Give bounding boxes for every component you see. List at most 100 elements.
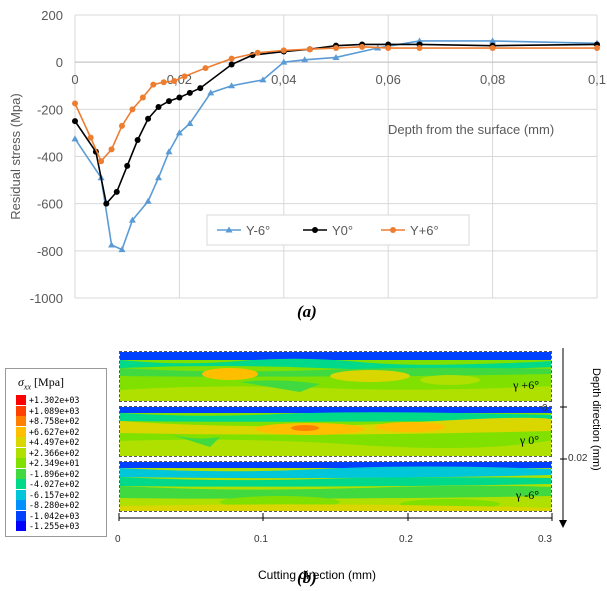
series-point-2 <box>416 45 423 52</box>
colorbar-value: -1.896e+02 <box>29 468 80 479</box>
series-point-2 <box>160 79 167 86</box>
colorbar-value: +2.349e+01 <box>29 458 80 468</box>
series-point-0 <box>144 197 152 204</box>
colorbar-entry: -1.255e+03 <box>16 521 79 531</box>
series-point-2 <box>202 65 209 72</box>
caption-a: (a) <box>297 302 317 321</box>
colorbar-value: +8.758e+02 <box>29 416 80 426</box>
series-point-2 <box>108 146 115 153</box>
series-point-1 <box>72 118 78 125</box>
y-axis-label: Residual stress (Mpa) <box>8 93 23 219</box>
series-point-0 <box>259 76 267 83</box>
series-point-1 <box>145 115 152 122</box>
cutting-tick-0.1: 0.1 <box>254 534 268 545</box>
series-point-0 <box>207 89 215 96</box>
contour-map-0 <box>120 407 551 456</box>
cutting-tick-0.3: 0.3 <box>538 534 552 545</box>
series-point-1 <box>134 136 141 143</box>
series-point-0 <box>155 174 163 181</box>
series-point-2 <box>254 49 261 56</box>
series-point-0 <box>332 53 340 60</box>
colorbar-swatch <box>16 458 26 468</box>
colorbar-entry: +6.627e+02 <box>16 426 79 437</box>
series-point-1 <box>228 61 235 68</box>
y-tick-label: -800 <box>37 244 63 259</box>
colorbar-entry: +8.758e+02 <box>16 416 79 426</box>
colorbar-value: -4.027e+02 <box>29 479 80 489</box>
series-point-2 <box>87 134 94 141</box>
series-point-2 <box>228 55 235 62</box>
legend-label: Υ-6° <box>246 223 270 238</box>
series-point-2 <box>280 47 287 54</box>
legend-label: Υ0° <box>332 223 353 238</box>
x-tick-label: 0 <box>71 72 78 87</box>
depth-direction-label: Depth direction (mm) <box>590 368 602 471</box>
colorbar-entry: -4.027e+02 <box>16 479 79 489</box>
colorbar-value: +1.302e+03 <box>29 395 80 405</box>
series-point-2 <box>333 45 339 52</box>
series-point-1 <box>113 188 120 195</box>
colorbar-entry: -1.896e+02 <box>16 468 80 479</box>
legend-swatch-marker <box>225 226 233 233</box>
series-point-2 <box>118 122 125 129</box>
colorbar-swatch <box>16 426 26 437</box>
series-point-0 <box>128 216 136 223</box>
series-point-2 <box>129 106 136 113</box>
colorbar-entry: +1.089e+03 <box>16 405 79 416</box>
strip-label-minus6: γ -6° <box>515 488 539 502</box>
series-line-1 <box>74 43 598 206</box>
y-tick-label: 0 <box>56 55 63 70</box>
colorbar-swatch <box>16 405 26 416</box>
y-tick-label: -200 <box>37 102 63 117</box>
legend-swatch-marker <box>390 227 396 233</box>
colorbar-legend: σxx [Mpa] +1.302e+03 +1.089e+03 +8.758e+02… <box>5 368 107 537</box>
series-point-2 <box>306 46 313 53</box>
series-point-2 <box>150 81 157 88</box>
colorbar-entry: +2.349e+01 <box>16 458 79 468</box>
x-tick-label: 0,1 <box>588 72 606 87</box>
colorbar-swatch <box>16 500 26 510</box>
series-point-0 <box>186 119 194 126</box>
legend-label: Υ+6° <box>410 223 439 238</box>
y-tick-label: -400 <box>37 150 63 165</box>
series-point-2 <box>594 45 600 52</box>
legend-box <box>206 214 470 246</box>
series-point-2 <box>171 78 178 85</box>
colorbar-entry: +4.497e+02 <box>16 437 79 447</box>
colorbar-swatch <box>16 437 26 447</box>
series-point-2 <box>139 94 146 101</box>
series-point-2 <box>72 100 78 107</box>
colorbar-entry: +1.302e+03 <box>16 395 79 405</box>
colorbar-swatch <box>16 416 26 426</box>
depth-axis-arrow <box>559 520 567 528</box>
colorbar-value: -6.157e+02 <box>29 489 80 500</box>
colorbar-entry: -8.280e+02 <box>16 500 79 510</box>
stress-contour-panel: σxx [Mpa] +1.302e+03 +1.089e+03 +8.758e+02… <box>0 338 607 582</box>
x-tick-label: 0,04 <box>271 72 296 87</box>
caption-b: (b) <box>297 568 317 587</box>
series-point-1 <box>197 85 204 92</box>
cutting-tick-0.2: 0.2 <box>399 534 413 545</box>
colorbar-value: +2.366e+02 <box>29 447 80 458</box>
colorbar-swatch <box>16 510 26 521</box>
series-point-2 <box>489 45 496 52</box>
colorbar-swatch <box>16 395 26 405</box>
series-point-0 <box>108 241 116 248</box>
series-point-0 <box>228 82 236 89</box>
cutting-tick-0: 0 <box>115 534 121 545</box>
series-point-0 <box>71 135 79 142</box>
series-point-1 <box>103 200 110 207</box>
contour-map-plus6 <box>120 352 551 401</box>
series-point-1 <box>186 89 193 96</box>
colorbar-swatch <box>16 447 26 458</box>
series-point-0 <box>489 37 497 44</box>
series-point-0 <box>301 56 309 63</box>
y-tick-label: -600 <box>37 197 63 212</box>
colorbar-value: -1.255e+03 <box>29 521 80 531</box>
strip-label-0: γ 0° <box>519 433 539 447</box>
colorbar-value: +4.497e+02 <box>29 437 80 447</box>
series-point-0 <box>175 129 183 136</box>
colorbar-unit: [Mpa] <box>34 375 65 389</box>
series-point-2 <box>181 73 188 80</box>
